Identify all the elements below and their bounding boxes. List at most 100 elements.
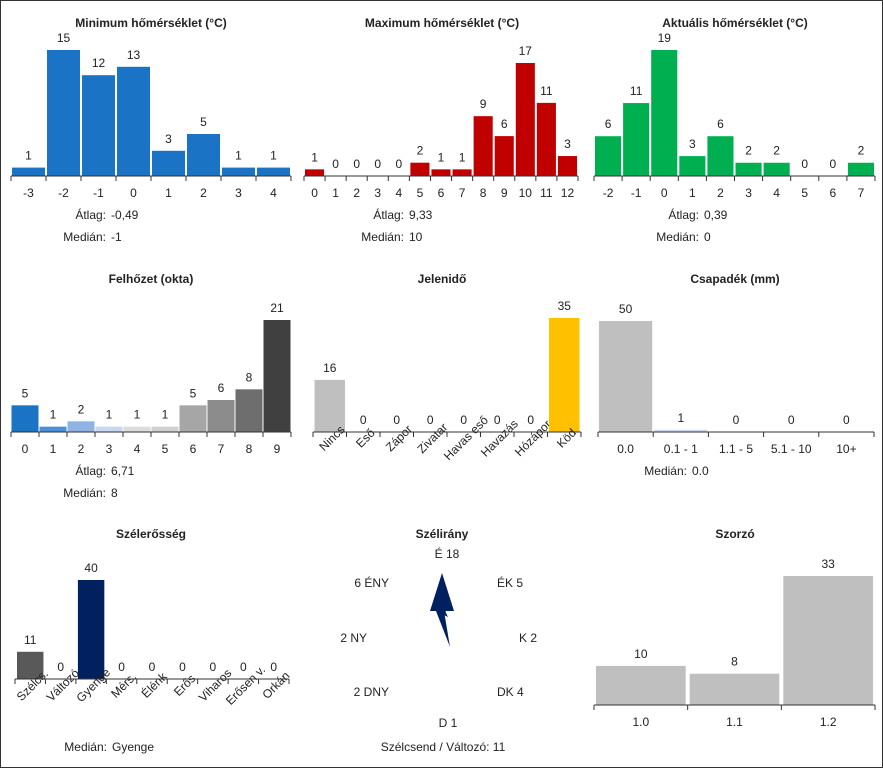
category-label: 7 bbox=[218, 442, 225, 456]
chart-panel-6: Csapadék (mm) 50 0.0 1 0.1 - 1 0 1.1 - 5 0 5.1 -… bbox=[597, 272, 875, 478]
data-label: 2 bbox=[417, 144, 424, 158]
category-label: Erős bbox=[171, 671, 198, 698]
category-label: Eső bbox=[353, 426, 378, 451]
category-label: 1 bbox=[165, 186, 172, 200]
data-label: 1 bbox=[677, 411, 684, 425]
data-label: 15 bbox=[57, 31, 71, 45]
chart-title: Jelenidő bbox=[418, 272, 467, 286]
data-label: 5 bbox=[200, 115, 207, 129]
category-label: 2 bbox=[717, 186, 724, 200]
data-label: 0 bbox=[393, 413, 400, 427]
data-label: 6 bbox=[218, 381, 225, 395]
category-label: 0 bbox=[22, 442, 29, 456]
category-label: 8 bbox=[480, 186, 487, 200]
bar-4 bbox=[257, 167, 290, 176]
category-label: 1.0 bbox=[632, 715, 649, 729]
bar-9 bbox=[263, 320, 291, 432]
category-label: 6 bbox=[830, 186, 837, 200]
data-label: 0 bbox=[396, 157, 403, 171]
category-label: 5.1 - 10 bbox=[771, 442, 812, 456]
category-label: 4 bbox=[396, 186, 403, 200]
data-label: 11 bbox=[24, 633, 37, 647]
data-label: 0 bbox=[460, 413, 467, 427]
category-label: -1 bbox=[93, 186, 104, 200]
bar-0 bbox=[117, 66, 150, 176]
category-label: -3 bbox=[23, 186, 34, 200]
wind-direction-label: ÉK 5 bbox=[497, 575, 523, 590]
wind-sector-É bbox=[430, 573, 454, 611]
category-label: 3 bbox=[374, 186, 381, 200]
category-label: 7 bbox=[459, 186, 466, 200]
data-label: 2 bbox=[773, 144, 780, 158]
bar-1 bbox=[39, 426, 67, 432]
data-label: 1 bbox=[311, 150, 318, 164]
category-label: 1.2 bbox=[820, 715, 837, 729]
wind-direction-label: DK 4 bbox=[497, 685, 524, 699]
data-label: 33 bbox=[821, 557, 835, 571]
bar-1 bbox=[679, 156, 706, 176]
data-label: 5 bbox=[190, 386, 197, 400]
stat-value: 0 bbox=[704, 230, 711, 244]
data-label: 0 bbox=[830, 157, 837, 171]
chart-panel-8: Szélirány É 18 ÉK 5 K 2 DK 4 D 1 2 DNY 2 NY 6 ÉN… bbox=[340, 527, 537, 754]
bar-1.2 bbox=[783, 576, 873, 705]
stat-label: Medián: bbox=[63, 230, 106, 244]
bar-0 bbox=[651, 50, 678, 176]
data-label: 0 bbox=[57, 660, 64, 674]
data-label: 40 bbox=[84, 561, 98, 575]
data-label: 3 bbox=[689, 137, 696, 151]
category-label: 1.1 - 5 bbox=[719, 442, 753, 456]
bar-4 bbox=[763, 162, 790, 176]
data-label: 1 bbox=[50, 408, 57, 422]
data-label: 0 bbox=[270, 660, 277, 674]
category-label: 0.0 bbox=[617, 442, 634, 456]
bar--1 bbox=[623, 103, 650, 176]
stat-value: 0,39 bbox=[704, 208, 728, 222]
bar-1.1 bbox=[689, 673, 780, 705]
bar-Szélcs. bbox=[17, 651, 44, 679]
category-label: 2 bbox=[200, 186, 207, 200]
bar--3 bbox=[12, 167, 45, 176]
data-label: 1 bbox=[438, 150, 445, 164]
bar-0.1 - 1 bbox=[654, 429, 708, 432]
chart-title: Csapadék (mm) bbox=[690, 272, 779, 286]
category-label: 4 bbox=[134, 442, 141, 456]
data-label: 50 bbox=[619, 302, 633, 316]
category-label: 5 bbox=[417, 186, 424, 200]
stat-label: Átlag: bbox=[373, 207, 404, 222]
chart-title: Minimum hőmérséklet (°C) bbox=[75, 16, 227, 30]
bar--2 bbox=[47, 50, 80, 176]
wind-sector-ÉNY bbox=[433, 602, 445, 614]
bar-3 bbox=[735, 162, 762, 176]
stat-label: Medián: bbox=[656, 230, 699, 244]
category-label: 9 bbox=[274, 442, 281, 456]
data-label: 3 bbox=[165, 132, 172, 146]
chart-title: Szélerősség bbox=[116, 527, 186, 541]
bar-0.0 bbox=[599, 321, 653, 432]
data-label: 0 bbox=[118, 660, 125, 674]
data-label: 1 bbox=[134, 408, 141, 422]
stat-label: Medián: bbox=[63, 486, 106, 500]
bar-10 bbox=[515, 63, 535, 176]
data-label: 6 bbox=[717, 117, 724, 131]
bar-7 bbox=[452, 169, 472, 176]
data-label: 35 bbox=[558, 299, 572, 313]
stat-value: 0.0 bbox=[692, 464, 709, 478]
wind-direction-label: D 1 bbox=[439, 716, 458, 730]
bar-11 bbox=[536, 102, 556, 176]
category-label: 4 bbox=[773, 186, 780, 200]
data-label: 3 bbox=[564, 137, 571, 151]
category-label: 9 bbox=[501, 186, 508, 200]
category-label: 0 bbox=[311, 186, 318, 200]
category-label: 2 bbox=[353, 186, 360, 200]
wind-calm-footer: Szélcsend / Változó: 11 bbox=[381, 740, 506, 754]
data-label: 1 bbox=[162, 408, 169, 422]
category-label: -1 bbox=[631, 186, 642, 200]
chart-panel-4: Felhőzet (okta)501122131415566788219Átla… bbox=[10, 272, 292, 500]
category-label: 12 bbox=[561, 186, 575, 200]
data-label: 0 bbox=[360, 413, 367, 427]
category-label: 1.1 bbox=[726, 715, 743, 729]
data-label: 21 bbox=[270, 301, 284, 315]
bar-Köd bbox=[549, 318, 580, 432]
